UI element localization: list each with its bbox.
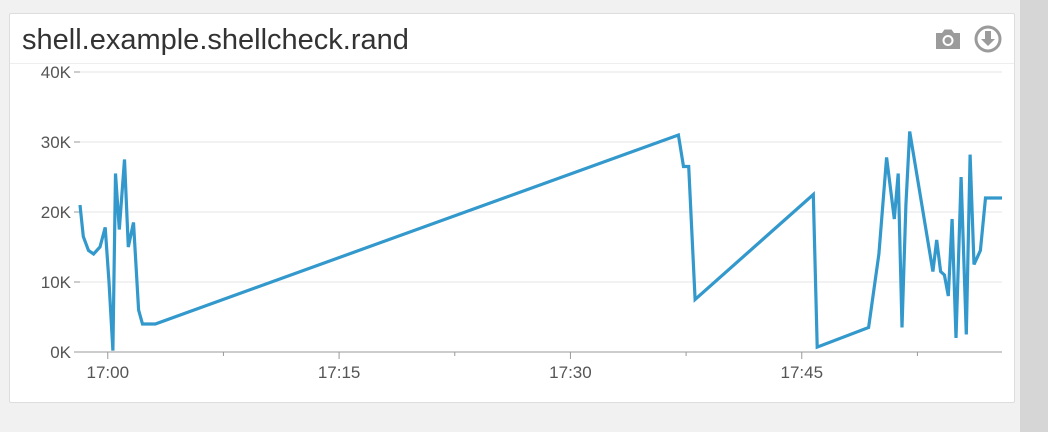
download-icon	[974, 25, 1002, 53]
line-chart: 0K 10K 20K 30K 40K 17:00 17:15 17:30 17:45	[41, 63, 1002, 382]
download-button[interactable]	[972, 24, 1004, 54]
panel-header: shell.example.shellcheck.rand	[10, 14, 1014, 64]
y-tick-label: 30K	[41, 133, 72, 152]
y-tick-label: 10K	[41, 273, 72, 292]
y-tick-label: 20K	[41, 203, 72, 222]
y-tick-label: 0K	[50, 343, 71, 362]
x-tick-label: 17:00	[86, 363, 129, 382]
y-tick-label: 40K	[41, 63, 72, 82]
x-tick-label: 17:30	[549, 363, 592, 382]
camera-icon	[936, 29, 960, 49]
chart-panel: shell.example.shellcheck.rand 0K 10K 20K 30…	[9, 13, 1015, 403]
window-edge	[1020, 0, 1048, 432]
chart-title: shell.example.shellcheck.rand	[22, 24, 409, 56]
x-tick-label: 17:45	[780, 363, 823, 382]
series-line	[78, 131, 1002, 351]
x-tick-label: 17:15	[318, 363, 361, 382]
snapshot-button[interactable]	[932, 24, 964, 54]
